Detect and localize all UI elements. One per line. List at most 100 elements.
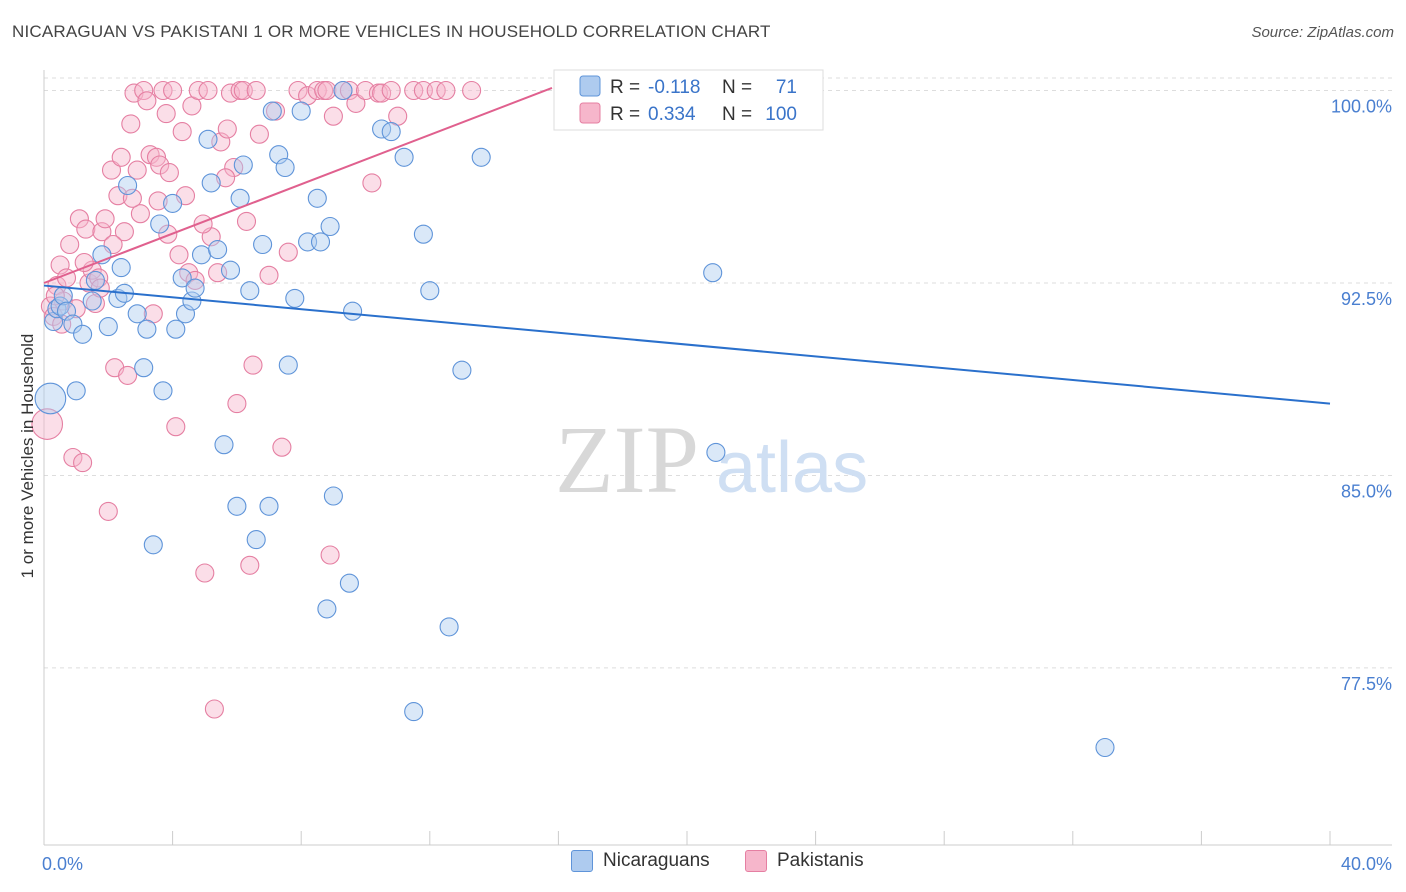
nicaraguan-point-32 [208, 240, 228, 260]
nicaraguan-point-52 [320, 216, 340, 237]
nicaraguan-point-44 [275, 157, 295, 178]
legend-n-label-blue: N = [722, 77, 752, 98]
pakistani-point-57 [227, 394, 247, 414]
legend-box-swatch-pink [579, 102, 601, 124]
nicaraguan-point-6 [63, 314, 83, 334]
nicaraguan-point-45 [278, 355, 298, 375]
pakistani-point-40 [166, 417, 186, 437]
nicaraguan-trend-line [43, 284, 1331, 405]
pakistani-trend-line [43, 87, 553, 284]
nicaraguan-point-38 [240, 281, 260, 301]
pakistani-point-64 [249, 124, 269, 144]
nicaraguan-point-61 [413, 224, 433, 244]
pakistani-point-31 [137, 91, 157, 111]
y-axis-label: 1 or more Vehicles in Household [18, 334, 37, 579]
pakistani-point-2 [44, 306, 64, 326]
pakistani-point-42 [172, 122, 192, 142]
pakistani-point-12 [76, 219, 96, 239]
pakistani-point-95 [148, 191, 168, 211]
pakistani-point-23 [111, 147, 131, 167]
nicaraguan-point-8 [73, 324, 93, 344]
legend-n-value-pink: 100 [765, 104, 797, 125]
pakistani-point-18 [95, 209, 115, 229]
legend-swatch-nicaraguans [571, 850, 593, 872]
legend-n-label-pink: N = [722, 104, 752, 125]
pakistani-point-48 [195, 563, 215, 583]
legend-item-pakistanis[interactable]: Pakistanis [745, 850, 864, 872]
nicaraguan-point-17 [127, 304, 147, 324]
pakistani-point-22 [108, 186, 128, 206]
legend-r-value-pink: 0.334 [648, 104, 696, 125]
pakistani-point-69 [288, 80, 308, 101]
nicaraguan-point-10 [85, 270, 105, 290]
nicaraguan-point-37 [233, 155, 253, 175]
nicaraguan-point-68 [706, 442, 726, 462]
nicaraguan-point-33 [214, 435, 234, 455]
pakistani-point-39 [163, 80, 183, 101]
legend-item-nicaraguans[interactable]: Nicaraguans [571, 850, 710, 872]
nicaraguan-point-13 [108, 288, 128, 308]
nicaraguan-point-3 [50, 296, 70, 316]
nicaraguan-point-31 [201, 173, 221, 193]
nicaraguan-point-49 [307, 188, 327, 208]
legend-label-pakistanis: Pakistanis [777, 850, 864, 871]
nicaraguan-point-46 [285, 288, 305, 308]
nicaraguan-point-21 [150, 214, 170, 234]
nicaraguan-point-7 [66, 381, 86, 401]
nicaraguan-point-50 [310, 232, 331, 252]
nicaraguan-point-54 [333, 80, 353, 101]
legend-r-label-pink: R = [610, 104, 640, 125]
pakistani-point-25 [118, 365, 138, 385]
nicaraguan-point-12 [98, 317, 118, 337]
watermark-atlas: atlas [716, 428, 868, 508]
pakistani-point-65 [259, 265, 279, 285]
nicaraguan-point-19 [137, 319, 157, 339]
nicaraguan-point-59 [394, 147, 414, 167]
watermark-zip: ZIP [555, 406, 699, 513]
nicaraguan-point-67 [703, 263, 723, 283]
trend-lines [43, 87, 1331, 405]
legend-box: R = -0.118 N = 71 R = 0.334 N = 100 [553, 69, 824, 131]
pakistani-point-20 [101, 160, 122, 180]
pakistani-point-49 [198, 80, 218, 101]
nicaraguan-point-64 [452, 360, 472, 380]
nicaraguan-point-63 [439, 617, 459, 637]
pakistani-point-30 [134, 80, 154, 101]
nicaraguan-point-25 [172, 268, 192, 288]
pakistani-point-37 [156, 104, 176, 124]
pakistani-point-68 [278, 242, 298, 262]
watermark: ZIP atlas [555, 406, 868, 513]
nicaraguan-points [34, 80, 1115, 758]
source-label: Source: ZipAtlas.com [1251, 24, 1394, 41]
pakistani-point-80 [362, 173, 382, 193]
pakistani-point-92 [74, 252, 94, 273]
nicaraguan-point-4 [53, 286, 73, 306]
nicaraguan-point-55 [339, 573, 359, 593]
nicaraguan-point-23 [163, 193, 183, 213]
nicaraguan-point-20 [143, 535, 163, 555]
nicaraguan-point-39 [246, 530, 266, 550]
nicaraguan-point-18 [134, 358, 154, 378]
nicaraguan-point-65 [471, 147, 491, 167]
axes [43, 70, 1392, 846]
nicaraguan-point-58 [381, 122, 401, 142]
legend-r-value-blue: -0.118 [648, 77, 700, 98]
x-tick-label-0: 0.0% [42, 854, 83, 874]
nicaraguan-point-0 [34, 382, 67, 415]
pakistani-point-7 [60, 234, 80, 255]
nicaraguan-point-40 [253, 234, 273, 255]
pakistani-point-16 [89, 268, 109, 288]
pakistani-point-28 [127, 160, 147, 180]
nicaraguan-point-29 [191, 245, 212, 265]
legend-bottom: Nicaraguans Pakistanis [0, 850, 1406, 880]
pakistani-point-60 [236, 211, 257, 231]
legend-swatch-pakistanis [745, 850, 767, 872]
pakistani-point-94 [122, 188, 142, 208]
nicaraguan-point-70 [1095, 737, 1115, 758]
pakistani-point-0 [31, 408, 64, 440]
nicaraguan-point-9 [82, 291, 102, 311]
legend-r-label-blue: R = [610, 77, 640, 98]
nicaraguan-point-28 [185, 278, 205, 298]
nicaraguan-point-35 [227, 496, 247, 516]
